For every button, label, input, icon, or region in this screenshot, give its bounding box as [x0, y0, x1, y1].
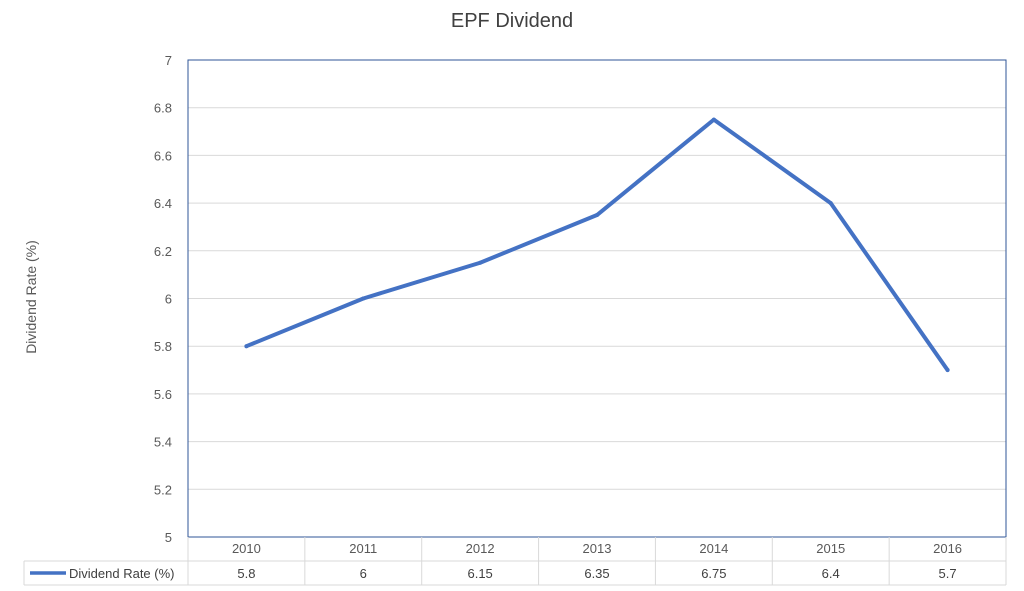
- y-tick-label: 7: [165, 53, 172, 68]
- plot-border: [187, 59, 1007, 538]
- x-tick-label: 2013: [583, 541, 612, 556]
- table-value: 6.35: [584, 566, 609, 581]
- table-value: 6.75: [701, 566, 726, 581]
- data-point: [945, 368, 950, 373]
- x-tick-label: 2016: [933, 541, 962, 556]
- series-line: [244, 117, 950, 373]
- data-point: [828, 201, 833, 206]
- y-tick-label: 6: [165, 292, 172, 307]
- y-tick-label: 5.6: [154, 387, 172, 402]
- table-value: 5.8: [237, 566, 255, 581]
- data-point: [478, 260, 483, 265]
- chart-title: EPF Dividend: [450, 10, 574, 32]
- x-tick-label: 2014: [699, 541, 728, 556]
- table-value: 6.15: [467, 566, 492, 581]
- data-point: [361, 296, 366, 301]
- data-point: [711, 117, 716, 122]
- x-tick-label: 2011: [349, 541, 377, 556]
- y-tick-label: 5.4: [154, 435, 172, 450]
- data-point: [595, 213, 599, 218]
- y-tick-label: 5: [165, 530, 172, 545]
- y-tick-label: 6.8: [154, 101, 172, 116]
- data-point: [244, 344, 249, 349]
- y-tick-label: 6.6: [154, 148, 172, 163]
- y-tick-label: 5.2: [154, 482, 172, 497]
- table-value: 6.4: [822, 566, 840, 581]
- table-value: 5.7: [939, 566, 957, 581]
- y-tick-label: 6.2: [154, 244, 172, 259]
- y-tick-label: 6.4: [154, 196, 172, 211]
- y-tick-label: 5.8: [154, 339, 172, 354]
- x-tick-label: 2015: [816, 541, 845, 556]
- x-tick-label: 2010: [232, 541, 261, 556]
- x-tick-label: 2012: [466, 541, 495, 556]
- table-value: 6: [360, 566, 367, 581]
- legend-label: Dividend Rate (%): [69, 566, 175, 581]
